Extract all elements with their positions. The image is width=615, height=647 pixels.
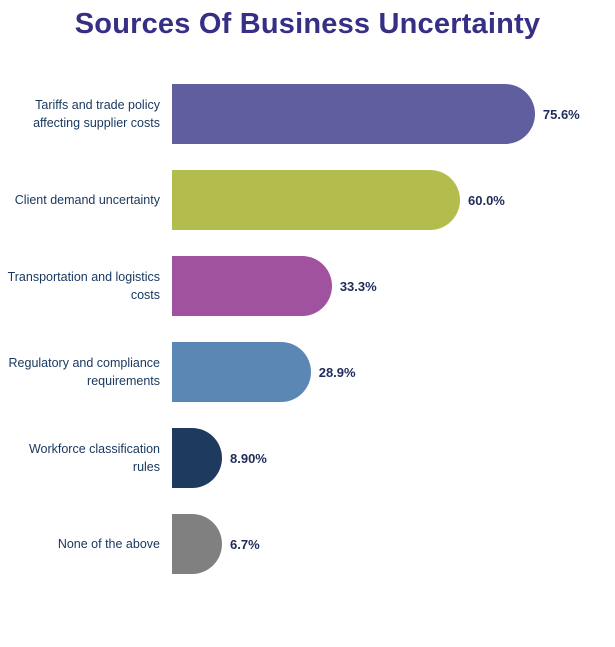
- bar-chart: Tariffs and trade policy affecting suppl…: [0, 71, 615, 587]
- bar: [172, 256, 332, 316]
- bar: [172, 170, 460, 230]
- value-label: 28.9%: [318, 364, 356, 380]
- bar: [172, 342, 311, 402]
- chart-title: Sources Of Business Uncertainty: [74, 8, 541, 40]
- bar-row: Regulatory and compliance requirements 2…: [0, 329, 615, 415]
- bar-track: 8.90%: [172, 428, 615, 488]
- category-label: Regulatory and compliance requirements: [8, 355, 160, 388]
- category-label: Client demand uncertainty: [14, 192, 160, 207]
- bar-row: None of the above 6.7%: [0, 501, 615, 587]
- bar-track: 28.9%: [172, 342, 615, 402]
- value-label: 33.3%: [339, 278, 377, 294]
- category-label: None of the above: [57, 536, 160, 551]
- bar-row: Tariffs and trade policy affecting suppl…: [0, 71, 615, 157]
- bar: [172, 514, 222, 574]
- bar: [172, 428, 222, 488]
- category-label: Tariffs and trade policy affecting suppl…: [33, 97, 160, 130]
- bar-row: Client demand uncertainty 60.0%: [0, 157, 615, 243]
- bar-track: 6.7%: [172, 514, 615, 574]
- bar-track: 33.3%: [172, 256, 615, 316]
- category-label: Transportation and logistics costs: [7, 269, 160, 302]
- bar-row: Workforce classification rules 8.90%: [0, 415, 615, 501]
- value-label: 8.90%: [230, 450, 267, 466]
- value-label: 6.7%: [230, 536, 260, 552]
- bar-track: 60.0%: [172, 170, 615, 230]
- bar-track: 75.6%: [172, 84, 615, 144]
- category-label: Workforce classification rules: [28, 441, 160, 474]
- bar-row: Transportation and logistics costs 33.3%: [0, 243, 615, 329]
- bar: [172, 84, 535, 144]
- value-label: 60.0%: [468, 192, 505, 208]
- value-label: 75.6%: [542, 106, 580, 122]
